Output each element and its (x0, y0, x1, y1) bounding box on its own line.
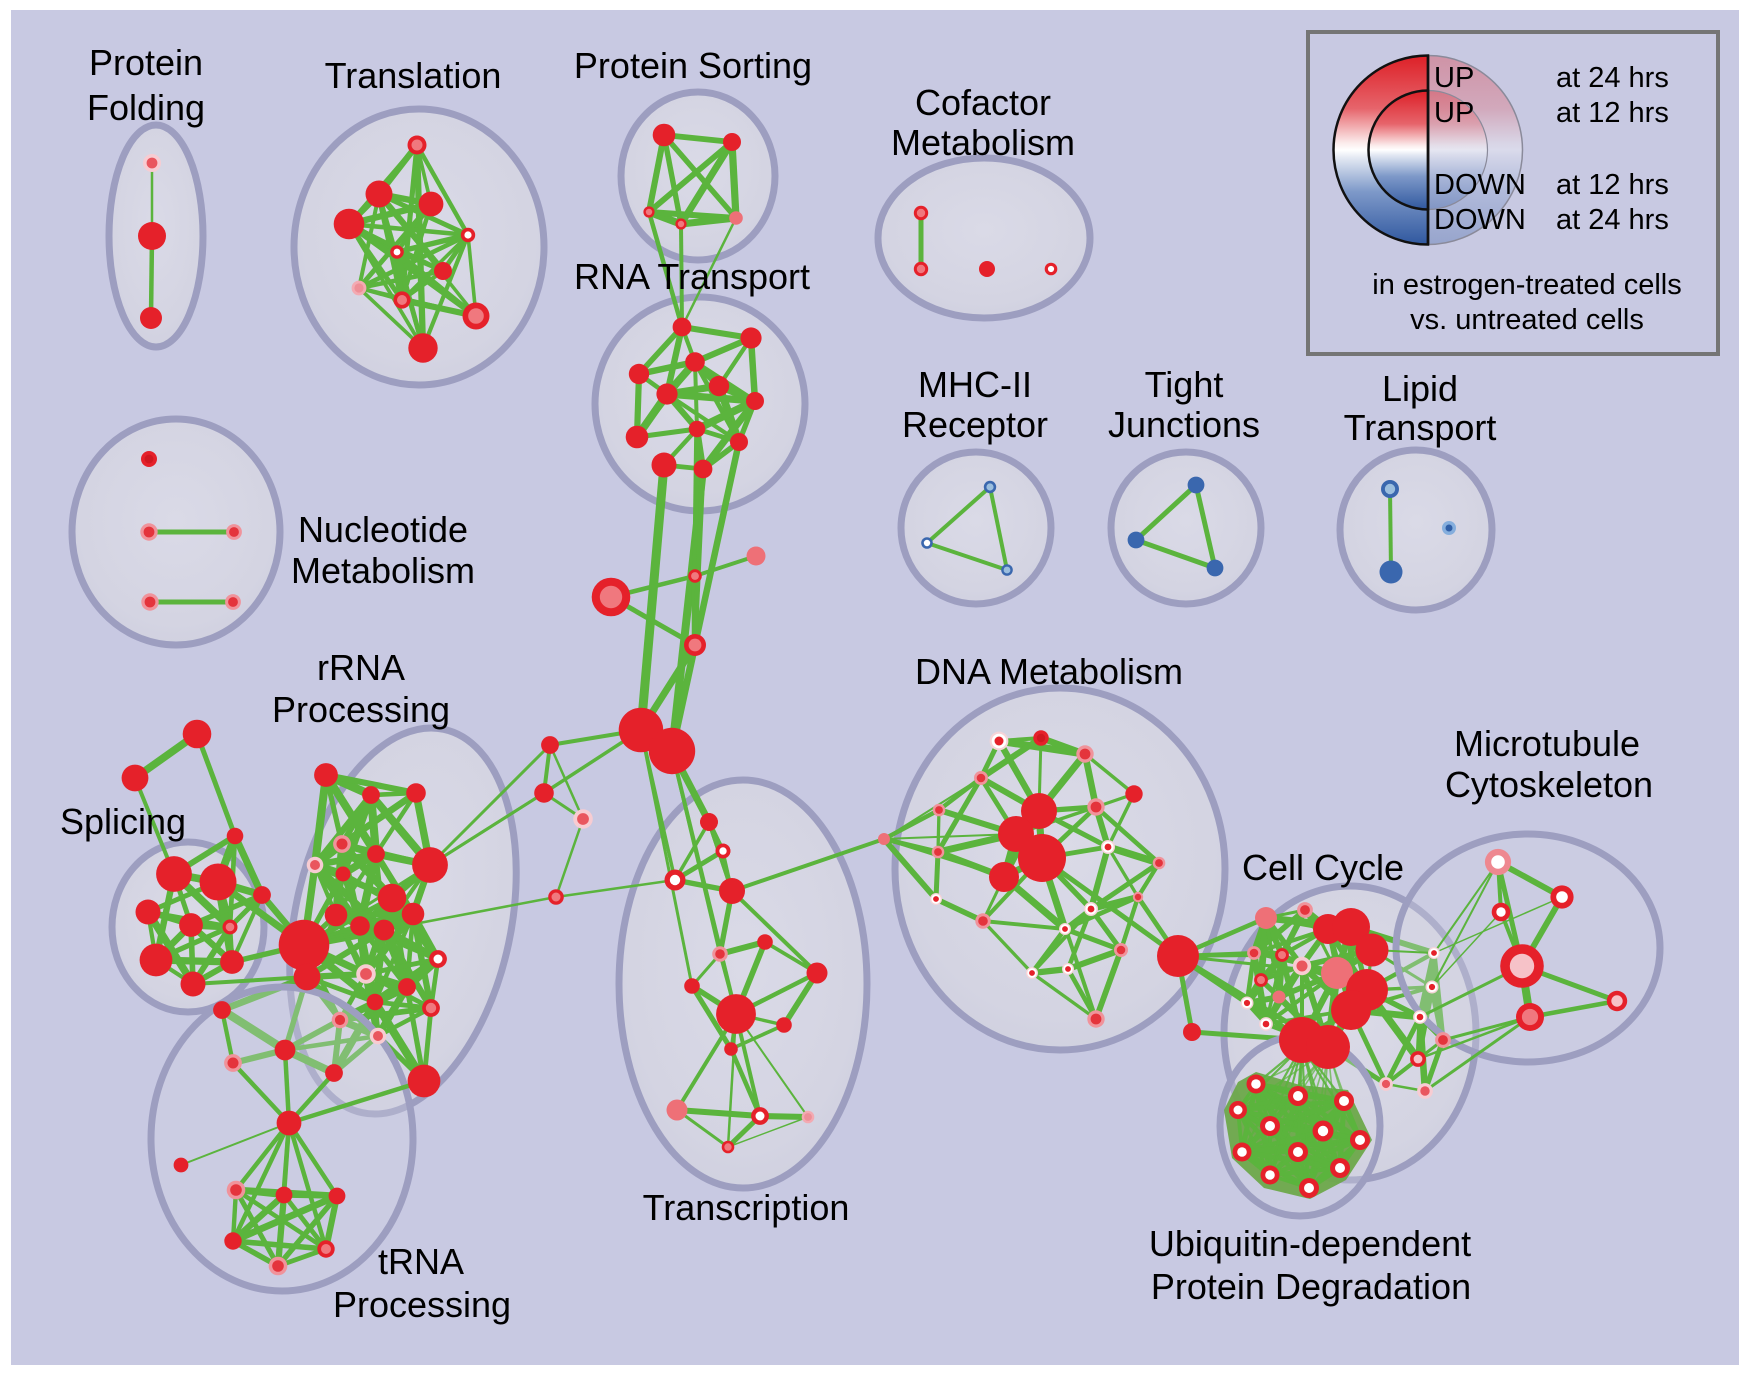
svg-text:Microtubule: Microtubule (1454, 723, 1640, 764)
svg-text:at 24 hrs: at 24 hrs (1556, 204, 1669, 236)
svg-text:Tight: Tight (1145, 364, 1224, 405)
svg-text:at 12 hrs: at 12 hrs (1556, 97, 1669, 129)
svg-text:Processing: Processing (333, 1284, 511, 1325)
svg-text:Translation: Translation (325, 55, 502, 96)
svg-text:Receptor: Receptor (902, 404, 1048, 445)
svg-text:DOWN: DOWN (1434, 169, 1526, 201)
svg-text:Ubiquitin-dependent: Ubiquitin-dependent (1149, 1223, 1471, 1264)
svg-text:Cofactor: Cofactor (915, 82, 1051, 123)
svg-text:Splicing: Splicing (60, 801, 186, 842)
svg-text:rRNA: rRNA (317, 647, 405, 688)
svg-text:vs. untreated cells: vs. untreated cells (1410, 304, 1644, 336)
svg-text:UP: UP (1434, 97, 1474, 129)
svg-text:DNA Metabolism: DNA Metabolism (915, 651, 1183, 692)
svg-text:UP: UP (1434, 62, 1474, 94)
svg-text:Transport: Transport (1344, 407, 1497, 448)
svg-text:RNA Transport: RNA Transport (574, 256, 810, 297)
svg-text:MHC-II: MHC-II (918, 364, 1032, 405)
svg-text:DOWN: DOWN (1434, 204, 1526, 236)
svg-text:Cell Cycle: Cell Cycle (1242, 847, 1404, 888)
svg-text:at 24 hrs: at 24 hrs (1556, 62, 1669, 94)
svg-text:in estrogen-treated cells: in estrogen-treated cells (1372, 269, 1682, 301)
svg-text:Protein: Protein (89, 42, 203, 83)
svg-text:Lipid: Lipid (1382, 368, 1458, 409)
svg-text:Metabolism: Metabolism (891, 122, 1075, 163)
svg-text:Protein Degradation: Protein Degradation (1151, 1266, 1471, 1307)
svg-text:Cytoskeleton: Cytoskeleton (1445, 764, 1653, 805)
svg-text:Junctions: Junctions (1108, 404, 1260, 445)
svg-text:Transcription: Transcription (643, 1187, 850, 1228)
svg-text:Processing: Processing (272, 689, 450, 730)
svg-text:Folding: Folding (87, 87, 205, 128)
svg-text:Metabolism: Metabolism (291, 550, 475, 591)
svg-text:tRNA: tRNA (378, 1241, 464, 1282)
svg-text:Protein Sorting: Protein Sorting (574, 45, 812, 86)
svg-text:Nucleotide: Nucleotide (298, 509, 468, 550)
svg-text:at 12 hrs: at 12 hrs (1556, 169, 1669, 201)
